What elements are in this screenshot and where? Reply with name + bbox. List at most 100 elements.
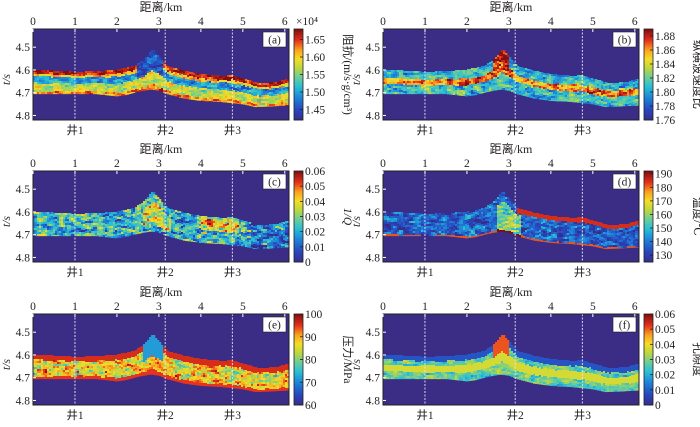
heatmap-cell bbox=[185, 215, 187, 217]
heatmap-cell bbox=[83, 216, 85, 218]
heatmap-cell bbox=[137, 213, 139, 215]
heatmap-cell bbox=[63, 87, 65, 89]
heatmap-cell bbox=[247, 98, 249, 100]
heatmap-cell bbox=[197, 239, 199, 241]
heatmap-cell bbox=[239, 88, 241, 90]
heatmap-cell bbox=[463, 94, 465, 96]
heatmap-cell bbox=[125, 90, 127, 92]
heatmap-cell bbox=[281, 82, 283, 84]
heatmap-cell bbox=[223, 94, 225, 96]
heatmap-cell bbox=[387, 84, 389, 86]
heatmap-cell bbox=[419, 89, 421, 91]
heatmap-cell bbox=[175, 84, 177, 86]
heatmap-cell bbox=[253, 104, 255, 106]
heatmap-cell bbox=[111, 236, 113, 238]
heatmap-cell bbox=[221, 226, 223, 228]
heatmap-cell bbox=[71, 74, 73, 76]
heatmap-cell bbox=[537, 97, 539, 99]
colorbar-tick-label: 1.60 bbox=[305, 52, 325, 64]
heatmap-cell bbox=[207, 229, 209, 231]
heatmap-cell bbox=[113, 78, 115, 80]
heatmap-cell bbox=[117, 229, 119, 231]
heatmap-cell bbox=[249, 104, 251, 106]
heatmap-cell bbox=[397, 76, 399, 78]
heatmap-cell bbox=[199, 90, 201, 92]
heatmap-cell bbox=[117, 71, 119, 73]
heatmap-cell bbox=[487, 73, 489, 75]
heatmap-cell bbox=[207, 241, 209, 243]
heatmap-cell bbox=[223, 100, 225, 102]
heatmap-cell bbox=[69, 219, 71, 221]
heatmap-cell bbox=[503, 54, 505, 56]
heatmap-cell bbox=[117, 227, 119, 229]
heatmap-cell bbox=[167, 212, 169, 214]
heatmap-cell bbox=[175, 92, 177, 94]
heatmap-cell bbox=[63, 227, 65, 229]
heatmap-cell bbox=[137, 69, 139, 71]
heatmap-cell bbox=[541, 78, 543, 80]
heatmap-cell bbox=[195, 95, 197, 97]
heatmap-cell bbox=[173, 222, 175, 224]
heatmap-cell bbox=[151, 214, 153, 216]
heatmap-cell bbox=[215, 93, 217, 95]
heatmap-cell bbox=[483, 82, 485, 84]
heatmap-cell bbox=[153, 64, 155, 66]
heatmap-cell bbox=[421, 78, 423, 80]
heatmap-cell bbox=[407, 93, 409, 94]
heatmap-cell bbox=[609, 95, 611, 97]
heatmap-cell bbox=[465, 86, 467, 88]
heatmap-cell bbox=[453, 79, 455, 81]
heatmap-cell bbox=[439, 93, 441, 94]
heatmap-cell bbox=[405, 85, 407, 87]
heatmap-cell bbox=[463, 70, 465, 72]
heatmap-cell bbox=[225, 94, 227, 96]
heatmap-cell bbox=[45, 76, 47, 78]
heatmap-cell bbox=[421, 88, 423, 90]
heatmap-cell bbox=[49, 92, 51, 94]
heatmap-cell bbox=[575, 92, 577, 94]
heatmap-cell bbox=[501, 70, 503, 72]
heatmap-cell bbox=[419, 91, 421, 93]
heatmap-cell bbox=[69, 91, 71, 93]
heatmap-cell bbox=[77, 230, 79, 232]
heatmap-cell bbox=[77, 216, 79, 218]
heatmap-cell bbox=[169, 209, 171, 211]
heatmap-cell bbox=[203, 240, 205, 242]
heatmap-cell bbox=[485, 89, 487, 91]
heatmap-cell bbox=[555, 92, 557, 94]
heatmap-cell bbox=[89, 81, 91, 83]
heatmap-cell bbox=[87, 93, 89, 94]
heatmap-cell bbox=[563, 85, 565, 87]
heatmap-cell bbox=[461, 94, 463, 96]
heatmap-cell bbox=[79, 82, 81, 84]
heatmap-cell bbox=[197, 91, 199, 93]
heatmap-cell bbox=[523, 76, 525, 78]
heatmap-cell bbox=[169, 231, 171, 233]
heatmap-cell bbox=[283, 84, 285, 86]
heatmap-cell bbox=[285, 95, 287, 97]
heatmap-cell bbox=[473, 88, 475, 90]
heatmap-cell bbox=[35, 230, 37, 232]
heatmap-cell bbox=[533, 89, 535, 91]
heatmap-cell bbox=[145, 217, 147, 219]
heatmap-cell bbox=[205, 224, 207, 226]
heatmap-cell bbox=[171, 79, 173, 81]
heatmap-cell bbox=[473, 94, 475, 95]
heatmap-cell bbox=[209, 227, 211, 229]
heatmap-cell bbox=[151, 84, 153, 86]
heatmap-cell bbox=[153, 78, 155, 80]
heatmap-cell bbox=[185, 91, 187, 93]
heatmap-cell bbox=[455, 74, 457, 76]
heatmap-cell bbox=[189, 216, 191, 218]
heatmap-cell bbox=[151, 64, 153, 66]
heatmap-cell bbox=[539, 76, 541, 78]
heatmap-cell bbox=[597, 80, 599, 82]
heatmap-cell bbox=[193, 227, 195, 229]
heatmap-cell bbox=[97, 235, 99, 236]
heatmap-cell bbox=[431, 92, 433, 94]
heatmap-cell bbox=[619, 82, 621, 84]
heatmap-cell bbox=[215, 221, 217, 223]
heatmap-cell bbox=[471, 80, 473, 82]
heatmap-cell bbox=[219, 226, 221, 228]
